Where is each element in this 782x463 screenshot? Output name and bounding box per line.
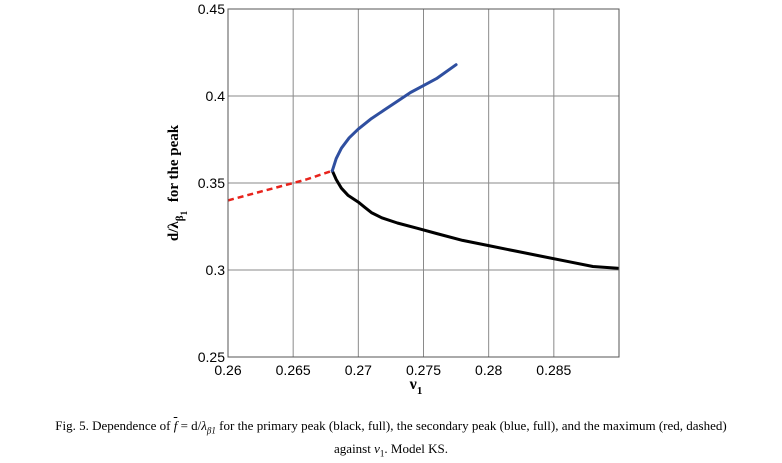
caption-symbol-lambda: λ [201, 418, 207, 433]
chart: 0.26 0.265 0.27 0.275 0.28 0.285 0.250.30.350… [166, 1, 620, 397]
x-tick-labels: 0.26 0.265 0.27 0.275 0.28 0.285 [214, 362, 571, 378]
y-tick-label: 0.35 [198, 175, 225, 191]
x-tick-label: 0.275 [406, 362, 441, 378]
caption-line-2: against ν1. Model KS. [0, 440, 782, 463]
x-axis-label: ν1 [409, 376, 423, 397]
caption-subscript: 1 [379, 448, 385, 459]
x-tick-label: 0.26 [214, 362, 241, 378]
plot-frame [227, 8, 620, 358]
y-tick-label: 0.25 [198, 349, 225, 365]
y-tick-label: 0.3 [206, 262, 226, 278]
series-line-secondary-peak [330, 63, 458, 173]
figure-caption: Fig. 5. Dependence of f = d/λβ1 for the … [0, 417, 782, 462]
series-layer [227, 63, 620, 270]
caption-text: = d/ [177, 418, 202, 433]
caption-line-1: Fig. 5. Dependence of f = d/λβ1 for the … [0, 417, 782, 440]
caption-text: . Model KS. [384, 440, 448, 456]
caption-subscript: β1 [206, 425, 216, 436]
series-line-primary-peak [330, 169, 620, 270]
y-tick-label: 0.45 [198, 1, 225, 17]
caption-text: for the primary peak (black, full), the … [215, 418, 727, 433]
caption-symbol-f: f [173, 418, 178, 433]
y-tick-label: 0.4 [206, 88, 226, 104]
caption-text: Fig. 5. Dependence of [55, 418, 174, 433]
y-axis-label: d/λβ1 for the peak [166, 124, 189, 241]
grid [228, 9, 619, 357]
y-tick-labels: 0.25 0.3 0.35 0.4 0.45 [198, 1, 225, 365]
x-tick-label: 0.27 [345, 362, 372, 378]
x-tick-label: 0.28 [475, 362, 502, 378]
series-line-maximum [227, 169, 333, 202]
caption-text: against [334, 440, 375, 456]
x-tick-label: 0.285 [536, 362, 571, 378]
caption-symbol-nu: ν [374, 440, 380, 456]
x-tick-label: 0.265 [276, 362, 311, 378]
